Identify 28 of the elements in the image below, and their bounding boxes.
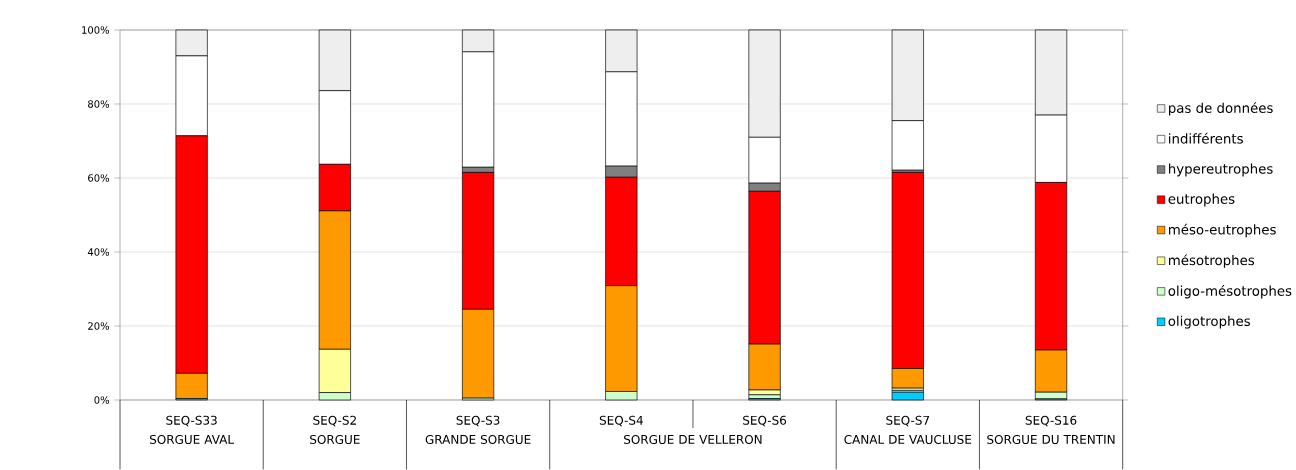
legend-label: mésotrophes <box>1169 254 1255 268</box>
text: SORGUE AVAL <box>150 434 235 444</box>
legend-label: indifférents <box>1169 132 1243 144</box>
legend-label: pas de données <box>1169 102 1273 116</box>
y-tick-label: 20% <box>88 322 110 330</box>
text: SORGUE DU TRENTIN <box>987 434 1115 444</box>
legend-label: hypereutrophes <box>1169 163 1273 177</box>
x-tick-label: SEQ-S33 <box>166 415 217 427</box>
y-tick-label: 0% <box>94 396 110 404</box>
x-tick-label: SEQ-S2 <box>313 415 356 427</box>
text: SORGUE DE VELLERON <box>624 434 762 444</box>
y-tick-label: 40% <box>87 248 110 256</box>
y-tick-label: 80% <box>88 100 110 108</box>
text: SORGUE <box>310 434 360 444</box>
x-tick-label: SEQ-S3 <box>456 415 500 427</box>
text: GRANDE SORGUE <box>425 434 531 444</box>
bar <box>891 391 924 401</box>
y-tick-label: 60% <box>88 174 110 182</box>
x-tick-label: SEQ-S4 <box>599 415 643 427</box>
legend-label: oligo-mésotrophes <box>1168 285 1292 299</box>
text: CANAL DE VAUCLUSE <box>844 434 972 444</box>
legend-label: méso-eutrophes <box>1169 223 1276 238</box>
y-tick-label: 100% <box>82 26 110 34</box>
x-tick-label: SEQ-S6 <box>743 415 787 427</box>
legend-label: oligotrophes <box>1168 315 1250 329</box>
legend-label: eutrophes <box>1168 193 1235 207</box>
x-tick-label: SEQ-S16 <box>1025 415 1077 427</box>
x-tick-label: SEQ-S7 <box>886 415 930 427</box>
